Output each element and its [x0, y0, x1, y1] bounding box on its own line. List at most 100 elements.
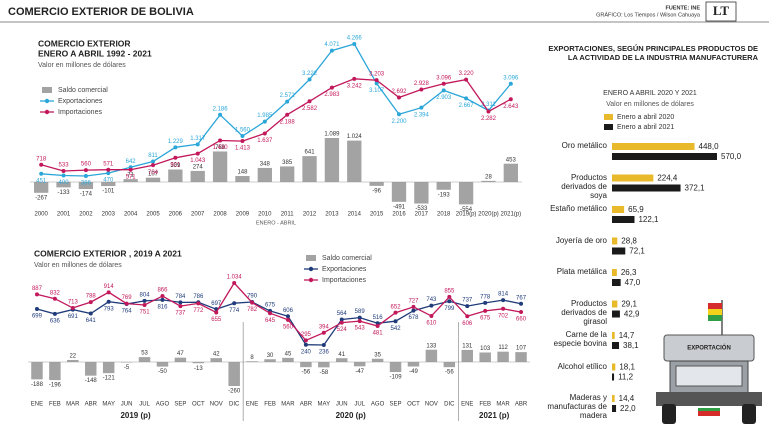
x-tick-label: JUN	[121, 402, 133, 408]
bar-label: 348	[260, 162, 271, 168]
bar-label: 22	[69, 354, 76, 360]
bar-label: -50	[158, 369, 167, 375]
bar	[257, 167, 272, 182]
point-label: 2.200	[391, 119, 407, 125]
bar-label: 107	[516, 346, 527, 352]
x-tick-label: OCT	[407, 402, 420, 408]
marker	[232, 301, 237, 306]
bar-label: 274	[193, 165, 204, 171]
point-label: 2.572	[280, 93, 296, 99]
point-label: 784	[175, 294, 186, 300]
marker	[214, 310, 219, 315]
marker	[352, 76, 357, 81]
x-tick-label: ENE	[31, 402, 43, 408]
marker	[151, 163, 155, 168]
bar	[391, 182, 407, 202]
marker	[70, 305, 75, 310]
point-label: 451	[36, 178, 47, 184]
category-label: Carne de la especie bovina	[553, 330, 607, 348]
bar	[436, 182, 451, 190]
legend-swatch	[306, 255, 316, 261]
legend-marker	[308, 266, 314, 272]
bar	[612, 363, 616, 371]
marker	[83, 174, 88, 178]
x-tick-label: MAY	[102, 402, 115, 408]
point-label: 804	[140, 292, 151, 298]
axis-note: ENERO - ABRIL	[256, 220, 296, 226]
marker	[173, 145, 178, 150]
bar	[612, 342, 620, 349]
bar-label: 28	[485, 174, 492, 180]
x-tick-label: AGO	[371, 402, 385, 408]
x-tick-label: 2019(p)	[456, 212, 477, 218]
point-label: 516	[373, 315, 384, 321]
marker	[285, 99, 290, 104]
point-label: 2.186	[213, 106, 229, 112]
marker	[160, 297, 165, 302]
x-tick-label: 2003	[102, 212, 116, 218]
marker	[519, 310, 524, 315]
category-label: Joyería de oro	[555, 235, 607, 245]
bar-label: 38,1	[623, 341, 639, 350]
marker	[441, 81, 446, 86]
x-tick-label: 2008	[213, 212, 227, 218]
chart-subtitle: ENERO A ABRIL 1992 - 2021	[38, 48, 152, 58]
x-tick-label: 2018	[437, 212, 451, 218]
marker	[483, 300, 488, 305]
header-bar	[0, 0, 769, 22]
point-label: 4.071	[324, 42, 340, 48]
marker	[352, 42, 357, 46]
bar-label: 11,2	[618, 373, 634, 382]
point-label: 2.903	[436, 95, 452, 101]
bar	[407, 362, 420, 367]
bar	[443, 362, 456, 368]
category-label: Maderas y manufacturas de madera	[547, 393, 607, 420]
point-label: 3.096	[436, 75, 452, 81]
chart-subtitle: ENERO A ABRIL 2020 Y 2021	[603, 90, 697, 97]
bar	[612, 184, 681, 192]
bar-label: 14,7	[619, 331, 635, 340]
marker	[429, 313, 434, 318]
bar-label: -56	[445, 370, 454, 376]
marker	[178, 300, 183, 305]
point-label: 2.667	[459, 103, 475, 109]
bar-label: 1.089	[324, 132, 340, 138]
marker	[39, 162, 44, 167]
point-label: 743	[426, 297, 437, 303]
bar	[612, 332, 615, 339]
point-label: 697	[211, 301, 222, 307]
x-tick-label: JUL	[354, 402, 365, 408]
bar	[228, 362, 240, 386]
marker	[374, 78, 379, 83]
bar	[101, 182, 116, 187]
x-tick-label: FEB	[49, 402, 61, 408]
point-label: 655	[211, 317, 222, 323]
point-label: 816	[157, 305, 168, 311]
bar-label: 385	[282, 160, 293, 166]
point-label: 606	[462, 321, 473, 327]
bar	[264, 359, 276, 362]
legend-swatch	[604, 114, 613, 120]
bar	[612, 174, 654, 182]
marker	[357, 315, 362, 320]
point-label: 589	[355, 309, 366, 315]
marker	[52, 296, 57, 301]
point-label: 713	[68, 300, 79, 306]
marker	[178, 304, 183, 309]
x-tick-label: ENE	[461, 402, 473, 408]
x-tick-label: ABR	[515, 402, 528, 408]
bar-label: -491	[393, 204, 406, 210]
x-tick-label: MAR	[496, 402, 510, 408]
marker	[447, 299, 452, 304]
marker	[411, 308, 416, 313]
marker	[106, 290, 111, 295]
bar-label: -193	[438, 192, 451, 198]
bar-label: 65,9	[628, 205, 644, 214]
point-label: 887	[32, 286, 43, 292]
bar-label: 53	[141, 351, 148, 357]
marker	[508, 97, 513, 102]
point-label: 788	[86, 294, 97, 300]
marker	[285, 112, 290, 117]
bar	[324, 138, 340, 182]
x-tick-label: 2016	[392, 212, 406, 218]
